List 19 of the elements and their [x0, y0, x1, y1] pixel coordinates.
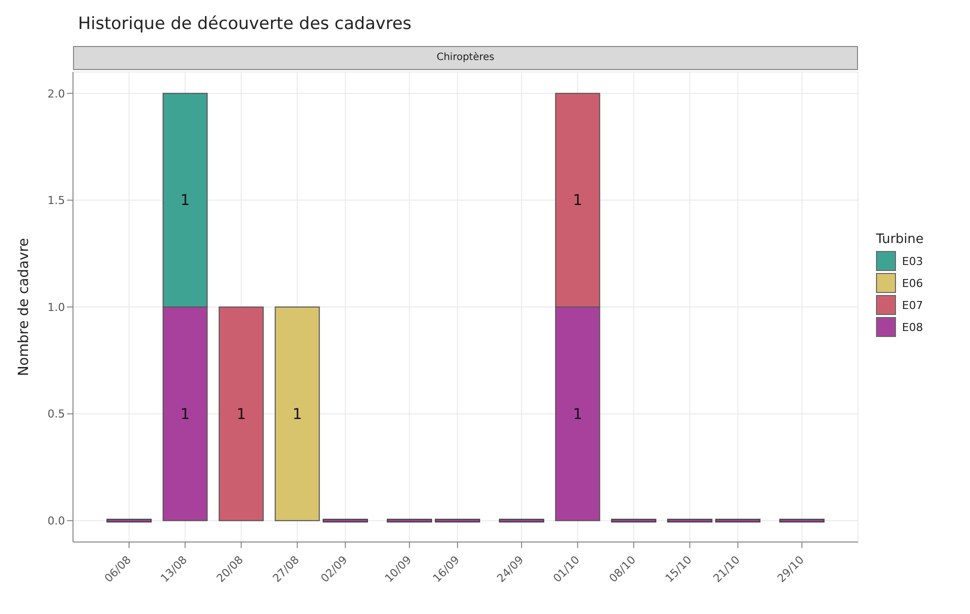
data-label: 1	[572, 191, 582, 210]
data-label: 1	[180, 404, 190, 423]
legend-label: E07	[902, 298, 923, 312]
y-tick-label: 0.5	[48, 408, 65, 421]
legend-label: E03	[902, 254, 923, 268]
data-label: 1	[572, 404, 582, 423]
data-label: 1	[292, 404, 302, 423]
legend-label: E06	[902, 276, 923, 290]
y-tick-label: 1.0	[48, 300, 65, 314]
y-tick-label: 2.0	[48, 87, 65, 100]
chart-title: Historique de découverte des cadavres	[78, 14, 412, 34]
legend-title: Turbine	[876, 232, 924, 247]
y-tick-label: 1.5	[48, 194, 65, 208]
y-axis-title: Nombre de cadavre	[16, 238, 32, 376]
legend-label: E08	[902, 320, 923, 334]
data-label: 1	[180, 191, 190, 210]
chart-subtitle: Chiroptères	[73, 46, 858, 70]
data-label: 1	[236, 404, 246, 423]
y-tick-label: 0.0	[48, 514, 65, 528]
